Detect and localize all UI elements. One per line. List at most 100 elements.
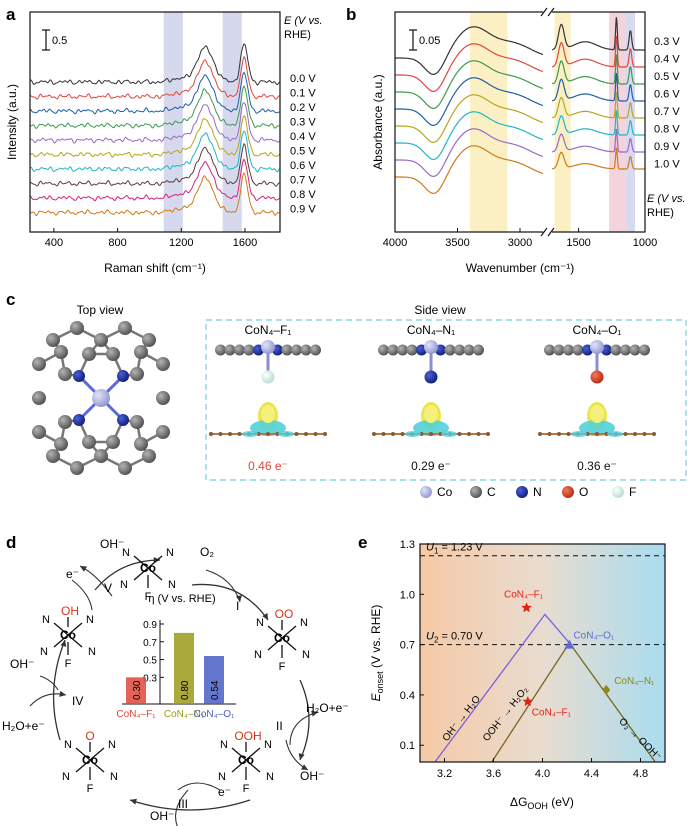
carbon-atom	[46, 449, 60, 463]
axial-ligand-atom	[590, 370, 604, 384]
atom-n: N	[220, 739, 228, 751]
carbon-atom	[118, 461, 132, 475]
atom-co: Co	[140, 561, 156, 575]
carbon-atom	[70, 461, 84, 475]
top-view-title: Top view	[77, 303, 124, 317]
volcano-y-tick-label: 1.0	[400, 589, 415, 601]
atom-f: F	[243, 783, 250, 795]
volcano-point-label: CoN₄–N₁	[614, 676, 655, 687]
axial-ligand-atom	[261, 370, 275, 384]
cycle-arrow	[52, 639, 66, 741]
carbon-atom	[118, 321, 132, 335]
carbon-atom	[94, 449, 108, 463]
raman-scale-bar-label: 0.5	[52, 35, 67, 47]
atom-co: Co	[238, 753, 254, 767]
side-view-title: Side view	[414, 303, 466, 317]
absorbance-xlabel: Wavenumber (cm⁻¹)	[466, 261, 575, 275]
co-n4-f-motif: Co N N N N F OO	[254, 607, 310, 673]
cycle-step-label: V	[104, 581, 112, 595]
inset-bar-label: 0.54	[210, 680, 221, 700]
absorbance-legend-entry: 0.6 V	[654, 89, 680, 101]
absorbance-legend-entry: 0.5 V	[654, 71, 680, 83]
charge-transfer-label: 0.46 e⁻	[248, 459, 288, 473]
atom-co: Co	[82, 753, 98, 767]
carbon-atom	[32, 425, 46, 439]
structures-panel: Top view Side view CoN₄–F₁ 0.46 e⁻ CoN₄–N₁…	[32, 303, 687, 499]
raman-legend-entry: 0.8 V	[290, 189, 316, 201]
side-view-structure: CoN₄–F₁ 0.46 e⁻	[209, 323, 327, 473]
volcano-ylabel: Eonset (V vs. RHE)	[369, 605, 385, 702]
volcano-y-tick-label: 0.1	[400, 740, 415, 752]
atom-f: F	[279, 661, 286, 673]
volcano-point	[564, 639, 575, 649]
raman-chart: 400 800 1200 1600 0.5 E (V vs. RHE) 0.0 V 0.…	[5, 11, 323, 275]
charge-transfer-label: 0.36 e⁻	[577, 459, 617, 473]
volcano-point	[602, 684, 611, 695]
atom-n: N	[120, 579, 128, 591]
cycle-step-label: IV	[72, 694, 83, 708]
atom-f: F	[65, 658, 72, 670]
absorbance-series-line	[395, 26, 546, 76]
co-n4-f-motif: Co N N N N F OOH	[218, 729, 274, 795]
nitrogen-atom	[117, 370, 129, 382]
atom-co: Co	[274, 631, 290, 645]
atom-legend-label: F	[629, 485, 636, 499]
absorbance-series-line	[395, 77, 546, 127]
panel-label-d: d	[6, 533, 16, 552]
absorbance-series-line	[395, 145, 546, 195]
atom-n: N	[218, 771, 226, 783]
species-h2o-e: H₂O+e⁻	[306, 701, 349, 715]
volcano-point-label: CoN₄–F₁	[532, 708, 572, 719]
species-h2o-e: H₂O+e⁻	[2, 719, 45, 733]
absorbance-ylabel: Absorbance (a.u.)	[371, 74, 385, 169]
carbon-atom	[106, 347, 120, 361]
atom-n: N	[256, 617, 264, 629]
raman-x-tick-label: 800	[108, 237, 126, 249]
atom-legend-marker	[420, 486, 432, 498]
inset-bar	[204, 656, 224, 704]
absorbance-series-line-right	[551, 35, 645, 68]
atom-n: N	[62, 771, 70, 783]
absorbance-scale-bar-label: 0.05	[419, 35, 440, 47]
raman-axes-frame	[29, 11, 281, 233]
carbon-atom	[54, 437, 68, 451]
raman-legend-entry: 0.4 V	[290, 131, 316, 143]
inset-category-label: CoN₄–N₁	[164, 709, 205, 720]
cobalt-atom	[92, 389, 110, 407]
atom-legend-marker	[562, 486, 574, 498]
volcano-x-tick-label: 4.0	[535, 768, 550, 780]
inset-y-tick-label: 0.3	[143, 673, 157, 684]
side-view-box	[205, 319, 687, 481]
raman-legend-title-1: E (V vs.	[284, 15, 323, 27]
atom-n: N	[42, 614, 50, 626]
volcano-point	[522, 696, 533, 707]
volcano-x-tick-label: 4.4	[584, 768, 599, 780]
absorbance-legend-entry: 0.8 V	[654, 124, 680, 136]
volcano-y-tick-label: 1.3	[400, 539, 415, 551]
atom-n: N	[302, 649, 310, 661]
carbon-atom	[134, 437, 148, 451]
carbon-atom	[142, 449, 156, 463]
nitrogen-atom	[117, 414, 129, 426]
absorbance-legend-title-1: E (V vs.	[647, 193, 686, 205]
atom-n: N	[168, 579, 176, 591]
atom-n: N	[166, 547, 174, 559]
carbon-atom	[94, 333, 108, 347]
charge-transfer-label: 0.29 e⁻	[411, 459, 451, 473]
raman-series-line	[29, 171, 280, 217]
inset-category-label: CoN₄–O₁	[194, 709, 235, 720]
atom-legend-label: O	[579, 485, 588, 499]
raman-series-line	[29, 85, 280, 129]
adsorbate-label: OOH	[234, 729, 261, 743]
raman-series-line	[29, 101, 280, 144]
inset-bar-label: 0.30	[132, 680, 143, 700]
carbon-atom	[156, 425, 170, 439]
carbon-atom	[106, 435, 120, 449]
atom-n: N	[110, 771, 118, 783]
volcano-line-1	[434, 613, 570, 762]
species-oh: OH⁻	[150, 809, 174, 823]
atom-f: F	[145, 591, 152, 603]
co-n4-f-motif: Co N N N N F	[120, 547, 176, 603]
